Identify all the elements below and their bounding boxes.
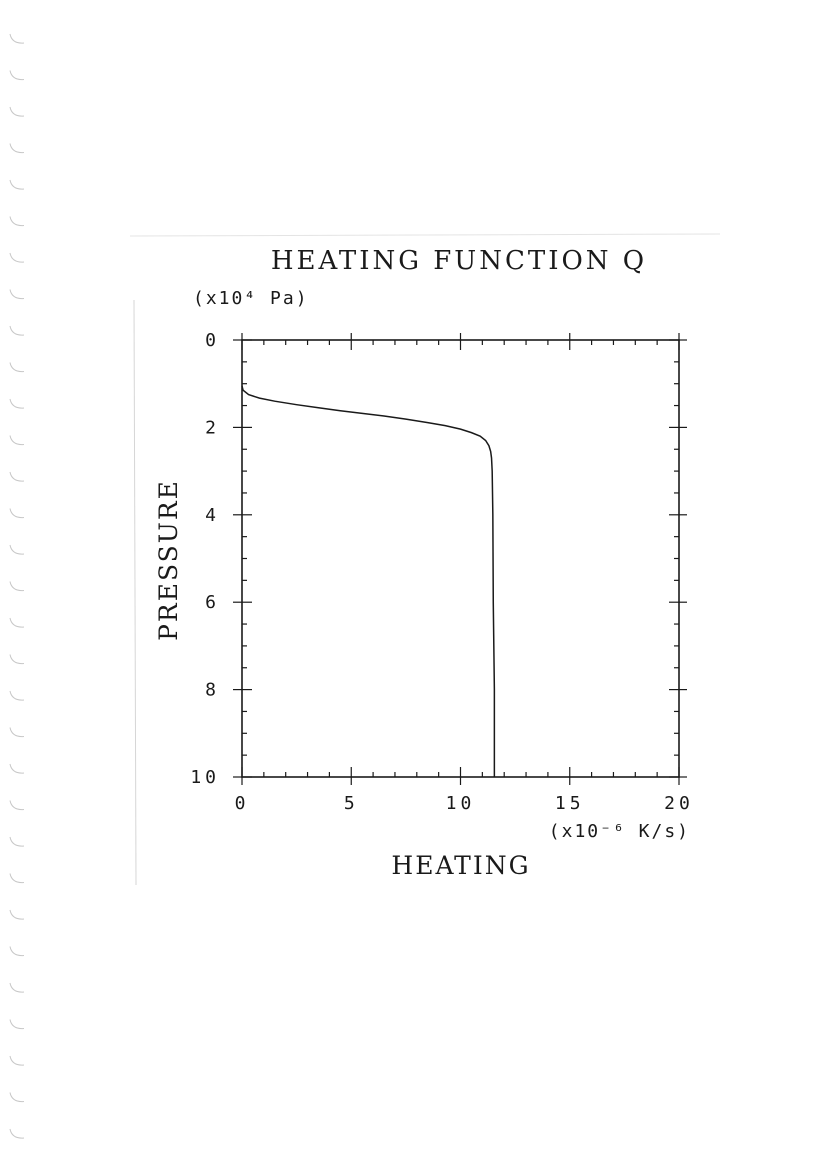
scan-line-top [129,233,721,237]
binder-hole [9,471,25,482]
x-tick-label: 0 [235,793,250,814]
binder-hole [9,70,25,81]
binder-hole [9,1055,25,1066]
binder-hole [9,1019,25,1030]
y-tick-label: 0 [205,330,220,351]
binder-holes [9,33,25,1139]
binder-hole [9,836,25,847]
scan-line-left [133,299,137,886]
binder-hole [9,179,25,190]
y-tick-label: 8 [205,680,220,701]
binder-hole [9,690,25,701]
binder-hole [9,398,25,409]
binder-hole [9,654,25,665]
binder-hole [9,325,25,336]
binder-hole [9,1128,25,1139]
binder-hole [9,873,25,884]
binder-hole [9,435,25,446]
binder-hole [9,252,25,263]
y-tick-label: 4 [205,505,220,526]
x-tick-label: 20 [664,793,694,814]
binder-hole [9,581,25,592]
binder-hole [9,763,25,774]
y-tick-label: 6 [205,592,220,613]
y-tick-label: 10 [190,767,220,788]
chart-title: HEATING FUNCTION Q [271,246,647,276]
x-tick-label: 5 [344,793,359,814]
series-line [241,385,496,777]
binder-hole [9,800,25,811]
x-axis-title: HEATING [391,851,530,880]
binder-hole [9,33,25,44]
binder-hole [9,362,25,373]
binder-hole [9,544,25,555]
axis-ticks [233,333,687,785]
x-tick-label: 10 [446,793,476,814]
binder-hole [9,909,25,920]
tick-labels: 0 5 10 15 20 0 2 4 6 8 10 [190,330,694,814]
binder-hole [9,143,25,154]
binder-hole [9,216,25,227]
binder-hole [9,106,25,117]
binder-hole [9,617,25,628]
binder-hole [9,982,25,993]
binder-hole [9,289,25,300]
y-axis-title: PRESSURE [154,479,183,641]
x-axis-unit: (x10⁻⁶ K/s) [549,821,690,842]
x-tick-label: 15 [555,793,585,814]
binder-hole [9,508,25,519]
y-tick-label: 2 [205,417,220,438]
y-axis-unit: (x10⁴ Pa) [193,288,309,309]
binder-hole [9,946,25,957]
binder-hole [9,1092,25,1103]
binder-hole [9,727,25,738]
